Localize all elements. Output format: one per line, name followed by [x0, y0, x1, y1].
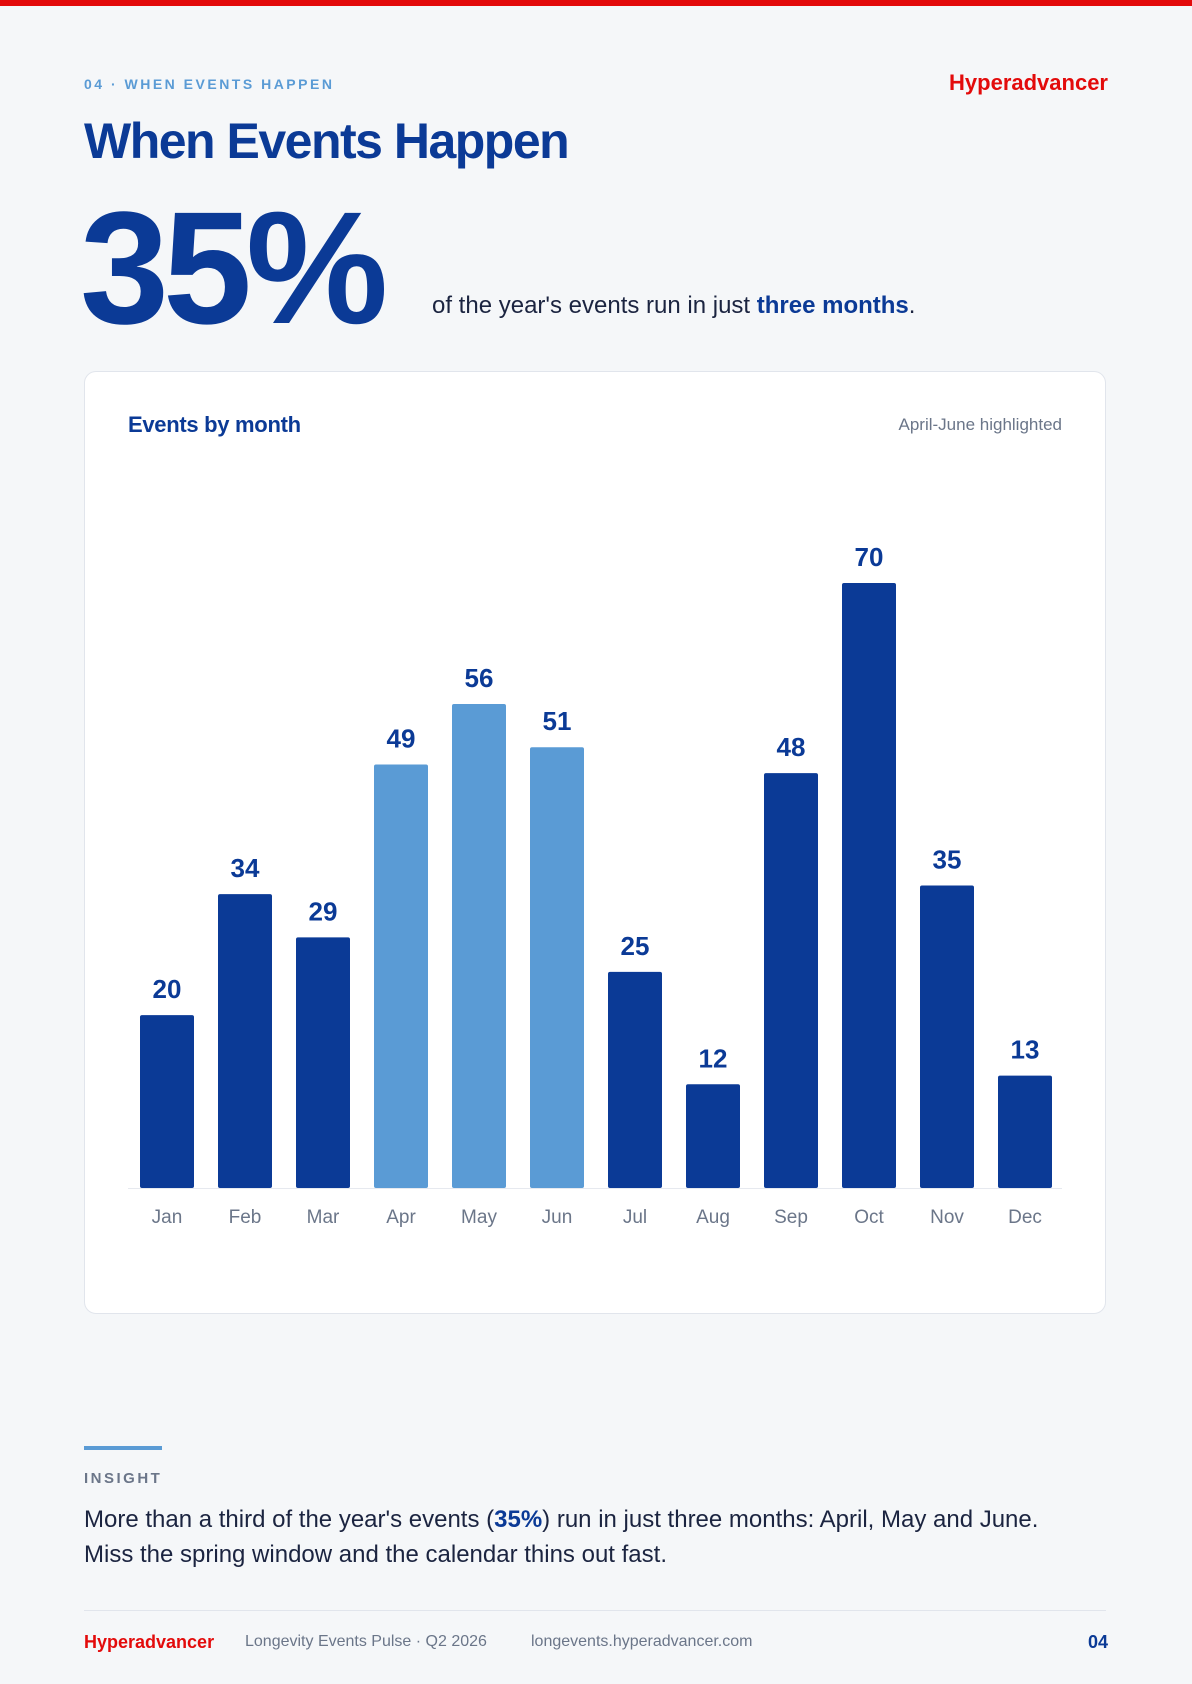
stat-caption: of the year's events run in just three m… [432, 292, 915, 320]
top-accent-bar [0, 0, 1192, 6]
page-title: When Events Happen [84, 113, 570, 169]
bar-chart: 20 Jan 34 Feb 29 Mar 49 Apr 56 May 51 Jun 25 Jul 12 Aug… [128, 542, 1062, 1228]
bar-value-label-jul: 25 [621, 931, 650, 961]
x-tick-label-jul: Jul [623, 1207, 647, 1228]
footer-report-name: Longevity Events Pulse · Q2 2026 [245, 1633, 487, 1650]
bar-value-label-apr: 49 [387, 724, 416, 754]
bar-value-label-may: 56 [465, 663, 494, 693]
big-stat-value: 35% [80, 178, 388, 357]
footer-url: longevents.hyperadvancer.com [531, 1633, 753, 1650]
chart-note: April-June highlighted [898, 415, 1063, 434]
brand-logo: Hyperadvancer [949, 70, 1108, 95]
insight-text-after: ) run in just three months: April, May a… [84, 1506, 1039, 1568]
insight-text-before: More than a third of the year's events ( [84, 1506, 495, 1533]
x-tick-label-oct: Oct [854, 1207, 884, 1228]
bar-oct [842, 583, 896, 1188]
stat-caption-emphasis: three months [756, 292, 909, 319]
x-tick-label-apr: Apr [386, 1207, 416, 1228]
x-tick-label-may: May [461, 1207, 497, 1228]
chart-card: Events by month April-June highlighted 2… [84, 371, 1106, 1314]
bar-value-label-dec: 13 [1011, 1035, 1040, 1065]
bar-value-label-mar: 29 [309, 896, 338, 926]
page-number: 04 [1087, 1632, 1108, 1652]
bar-mar [296, 937, 350, 1188]
section-eyebrow: 04 · WHEN EVENTS HAPPEN [84, 76, 335, 92]
stat-caption-before: of the year's events run in just [432, 292, 757, 319]
x-tick-label-feb: Feb [229, 1207, 262, 1228]
bar-value-label-jan: 20 [153, 974, 182, 1004]
bar-value-label-sep: 48 [777, 732, 806, 762]
bar-dec [998, 1075, 1052, 1188]
footer-brand: Hyperadvancer [84, 1632, 215, 1652]
bar-value-label-jun: 51 [543, 706, 572, 736]
bar-value-label-feb: 34 [231, 853, 260, 883]
x-tick-label-aug: Aug [696, 1207, 730, 1228]
x-tick-label-jan: Jan [152, 1207, 183, 1228]
bar-sep [764, 773, 818, 1188]
bar-value-label-oct: 70 [855, 542, 884, 572]
bar-apr [374, 764, 428, 1188]
bar-value-label-aug: 12 [699, 1043, 728, 1073]
insight-label: INSIGHT [84, 1470, 163, 1487]
bar-jun [530, 747, 584, 1188]
chart-title: Events by month [128, 412, 301, 437]
x-tick-label-sep: Sep [774, 1207, 808, 1228]
bar-jan [140, 1015, 194, 1188]
footer-divider [84, 1610, 1106, 1611]
insight-text: More than a third of the year's events (… [84, 1502, 1044, 1572]
bar-jul [608, 971, 662, 1188]
x-tick-label-dec: Dec [1008, 1207, 1042, 1228]
insight-emphasis: 35% [494, 1506, 543, 1533]
insight-rule [84, 1446, 162, 1450]
x-tick-label-nov: Nov [930, 1207, 964, 1228]
x-tick-label-jun: Jun [542, 1207, 573, 1228]
bar-value-label-nov: 35 [933, 845, 962, 875]
x-tick-label-mar: Mar [307, 1207, 340, 1228]
bar-may [452, 704, 506, 1188]
bar-aug [686, 1084, 740, 1188]
stat-caption-after: . [908, 292, 916, 319]
bar-nov [920, 885, 974, 1188]
bar-feb [218, 894, 272, 1188]
